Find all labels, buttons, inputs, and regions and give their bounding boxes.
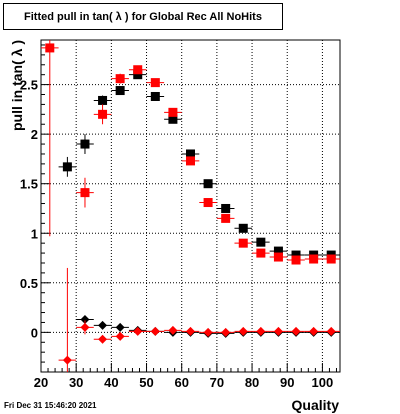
chart-title-box: Fitted pull in tan( λ ) for Global Rec A… bbox=[3, 3, 283, 30]
data-point-square bbox=[80, 188, 90, 198]
data-point-square bbox=[98, 95, 108, 105]
data-point-square bbox=[115, 74, 125, 84]
data-point-diamond bbox=[98, 334, 108, 344]
data-point-square bbox=[256, 237, 266, 247]
data-point-square bbox=[150, 91, 160, 101]
data-point-square bbox=[273, 246, 283, 256]
data-point-diamond bbox=[238, 326, 248, 336]
data-point-diamond bbox=[150, 326, 160, 336]
y-tick-label: 1 bbox=[31, 226, 38, 241]
data-point-diamond bbox=[203, 327, 213, 337]
data-point-square bbox=[150, 78, 160, 88]
y-tick-label: 1.5 bbox=[20, 177, 38, 192]
data-point-square bbox=[326, 254, 336, 264]
data-point-diamond bbox=[98, 320, 108, 330]
x-axis-label: Quality bbox=[292, 397, 340, 413]
data-series bbox=[41, 40, 340, 265]
data-point-square bbox=[62, 162, 72, 172]
data-point-square bbox=[186, 149, 195, 159]
data-point-diamond bbox=[309, 326, 319, 336]
x-tick-label: 90 bbox=[280, 375, 294, 390]
data-point-square bbox=[133, 65, 143, 75]
data-point-square bbox=[221, 203, 231, 213]
data-point-diamond bbox=[133, 326, 143, 336]
data-point-square bbox=[203, 179, 213, 189]
data-point-square bbox=[203, 198, 213, 208]
data-point-square bbox=[291, 255, 301, 265]
x-tick-label: 50 bbox=[139, 375, 153, 390]
data-point-diamond bbox=[115, 331, 125, 341]
data-point-square bbox=[256, 248, 266, 258]
timestamp: Fri Dec 31 15:46:20 2021 bbox=[4, 401, 97, 410]
data-point-square bbox=[133, 70, 143, 80]
y-tick-label: 2.5 bbox=[20, 78, 38, 93]
data-point-square bbox=[221, 213, 231, 223]
y-tick-label: 0 bbox=[31, 325, 38, 340]
data-point-diamond bbox=[256, 326, 266, 336]
chart-title: Fitted pull in tan( λ ) for Global Rec A… bbox=[24, 10, 262, 23]
data-series bbox=[58, 70, 340, 260]
axis-ticks: 20 30 40 50 60 70 80 90 100 0 0.5 1 1.5 2 2.5 bbox=[20, 44, 337, 390]
data-point-diamond bbox=[221, 327, 231, 337]
data-point-square bbox=[115, 86, 125, 96]
data-point-square bbox=[80, 139, 90, 149]
plot-frame bbox=[40, 39, 341, 373]
y-axis-label: pull in tan( λ ) bbox=[9, 40, 25, 131]
data-point-square bbox=[273, 252, 283, 262]
x-tick-label: 70 bbox=[210, 375, 224, 390]
data-point-diamond bbox=[115, 322, 125, 332]
data-points bbox=[41, 40, 340, 372]
x-tick-label: 100 bbox=[312, 375, 334, 390]
data-point-square bbox=[291, 250, 301, 260]
data-point-square bbox=[45, 43, 55, 53]
data-point-square bbox=[168, 114, 178, 124]
data-point-square bbox=[168, 107, 178, 117]
data-point-square bbox=[309, 254, 319, 264]
data-series bbox=[58, 267, 340, 372]
data-point-diamond bbox=[80, 322, 90, 332]
data-point-diamond bbox=[186, 326, 195, 336]
grid-lines bbox=[41, 40, 340, 372]
data-point-diamond bbox=[168, 325, 178, 335]
x-tick-label: 40 bbox=[104, 375, 118, 390]
data-point-diamond bbox=[273, 326, 283, 336]
data-point-square bbox=[238, 238, 248, 248]
data-point-square bbox=[98, 109, 108, 119]
x-tick-label: 60 bbox=[174, 375, 188, 390]
x-tick-label: 30 bbox=[69, 375, 83, 390]
data-point-diamond bbox=[326, 326, 336, 336]
y-tick-label: 0.5 bbox=[20, 276, 38, 291]
x-tick-label: 80 bbox=[245, 375, 259, 390]
y-tick-label: 2 bbox=[31, 127, 38, 142]
data-point-square bbox=[186, 156, 195, 166]
x-tick-label: 20 bbox=[34, 375, 48, 390]
data-point-diamond bbox=[291, 326, 301, 336]
data-point-diamond bbox=[80, 314, 90, 324]
data-point-diamond bbox=[62, 355, 72, 365]
data-point-square bbox=[238, 223, 248, 233]
